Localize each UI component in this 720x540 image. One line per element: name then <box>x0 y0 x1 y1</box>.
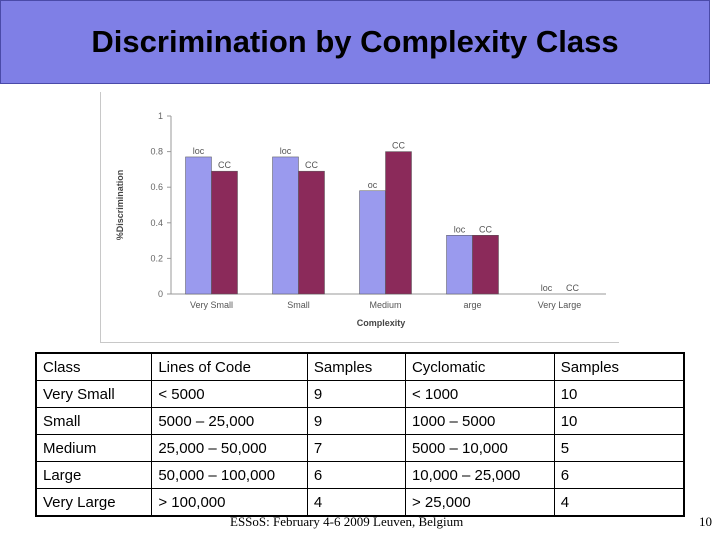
table-cell: Large <box>35 461 153 489</box>
bar-cc <box>385 151 412 295</box>
table-cell: Very Small <box>35 380 153 408</box>
complexity-table: Class Lines of Code Samples Cyclomatic Sampl… <box>35 352 685 517</box>
chart-frame: 0 0.2 0.4 0.6 0.8 1 %Discrimination Complexity l… <box>100 92 619 343</box>
table-cell: < 5000 <box>151 380 308 408</box>
table-cell: 50,000 – 100,000 <box>151 461 308 489</box>
x-tick-label: Very Small <box>190 300 233 310</box>
table-cell: 10 <box>553 407 685 435</box>
table-cell: 6 <box>306 461 406 489</box>
bar-label: loc <box>541 283 553 293</box>
bar-label: loc <box>193 146 205 156</box>
bar-label: loc <box>454 224 466 234</box>
table-cell: Samples <box>306 352 406 381</box>
table-cell: 10 <box>553 380 685 408</box>
table-row: Very Small < 5000 9 < 1000 10 <box>35 380 685 408</box>
bar-label: CC <box>218 160 231 170</box>
y-tick-label: 0.8 <box>150 147 163 157</box>
bar-cc <box>298 170 325 295</box>
table-row: Large 50,000 – 100,000 6 10,000 – 25,000 6 <box>35 461 685 489</box>
x-axis-label: Complexity <box>357 318 406 328</box>
bar-loc <box>446 235 473 295</box>
y-axis-label: %Discrimination <box>115 170 125 241</box>
table-cell: Lines of Code <box>151 352 308 381</box>
table-cell: 4 <box>553 488 685 517</box>
x-tick-label: Medium <box>369 300 401 310</box>
bar-label: CC <box>392 141 405 151</box>
y-tick-label: 0 <box>158 289 163 299</box>
table-cell: 7 <box>306 434 406 462</box>
table-cell: Very Large <box>35 488 153 517</box>
table-cell: 25,000 – 50,000 <box>151 434 308 462</box>
table-header-row: Class Lines of Code Samples Cyclomatic Sampl… <box>35 352 685 381</box>
title-bar <box>0 0 710 84</box>
table-cell: 6 <box>553 461 685 489</box>
y-tick-label: 1 <box>158 111 163 121</box>
bar-label: loc <box>280 146 292 156</box>
discrimination-bar-chart: 0 0.2 0.4 0.6 0.8 1 %Discrimination Complexity l… <box>115 111 606 328</box>
table-cell: > 25,000 <box>404 488 555 517</box>
bar-loc <box>272 156 299 295</box>
bar-label: CC <box>305 160 318 170</box>
y-tick-label: 0.4 <box>150 218 163 228</box>
page-number: 10 <box>699 514 712 529</box>
table-cell: Samples <box>553 352 685 381</box>
table-row: Small 5000 – 25,000 9 1000 – 5000 10 <box>35 407 685 435</box>
table-cell: Medium <box>35 434 153 462</box>
table-cell: 9 <box>306 407 406 435</box>
footer-text: ESSoS: February 4-6 2009 Leuven, Belgium <box>230 514 464 529</box>
table-cell: < 1000 <box>404 380 555 408</box>
table-row: Very Large > 100,000 4 > 25,000 4 <box>35 488 685 517</box>
bar-loc <box>185 156 212 295</box>
table-cell: Cyclomatic <box>404 352 555 381</box>
table-cell: 5 <box>553 434 685 462</box>
bar-cc <box>211 170 238 295</box>
table-cell: > 100,000 <box>151 488 308 517</box>
table-cell: 1000 – 5000 <box>404 407 555 435</box>
bar-label: CC <box>479 224 492 234</box>
table-cell: Small <box>35 407 153 435</box>
y-tick-label: 0.2 <box>150 253 163 263</box>
x-tick-label: arge <box>463 300 481 310</box>
y-tick-label: 0.6 <box>150 182 163 192</box>
table-cell: 10,000 – 25,000 <box>404 461 555 489</box>
x-tick-label: Very Large <box>538 300 582 310</box>
bar-cc <box>472 235 499 295</box>
slide-title: Discrimination by Complexity Class <box>91 24 619 59</box>
x-tick-label: Small <box>287 300 310 310</box>
bar-label: oc <box>368 180 378 190</box>
table-cell: 4 <box>306 488 406 517</box>
table-row: Medium 25,000 – 50,000 7 5000 – 10,000 5 <box>35 434 685 462</box>
table-cell: Class <box>35 352 153 381</box>
table-cell: 5000 – 10,000 <box>404 434 555 462</box>
table-cell: 9 <box>306 380 406 408</box>
bar-label: CC <box>566 283 579 293</box>
bar-loc <box>359 190 386 295</box>
table-cell: 5000 – 25,000 <box>151 407 308 435</box>
